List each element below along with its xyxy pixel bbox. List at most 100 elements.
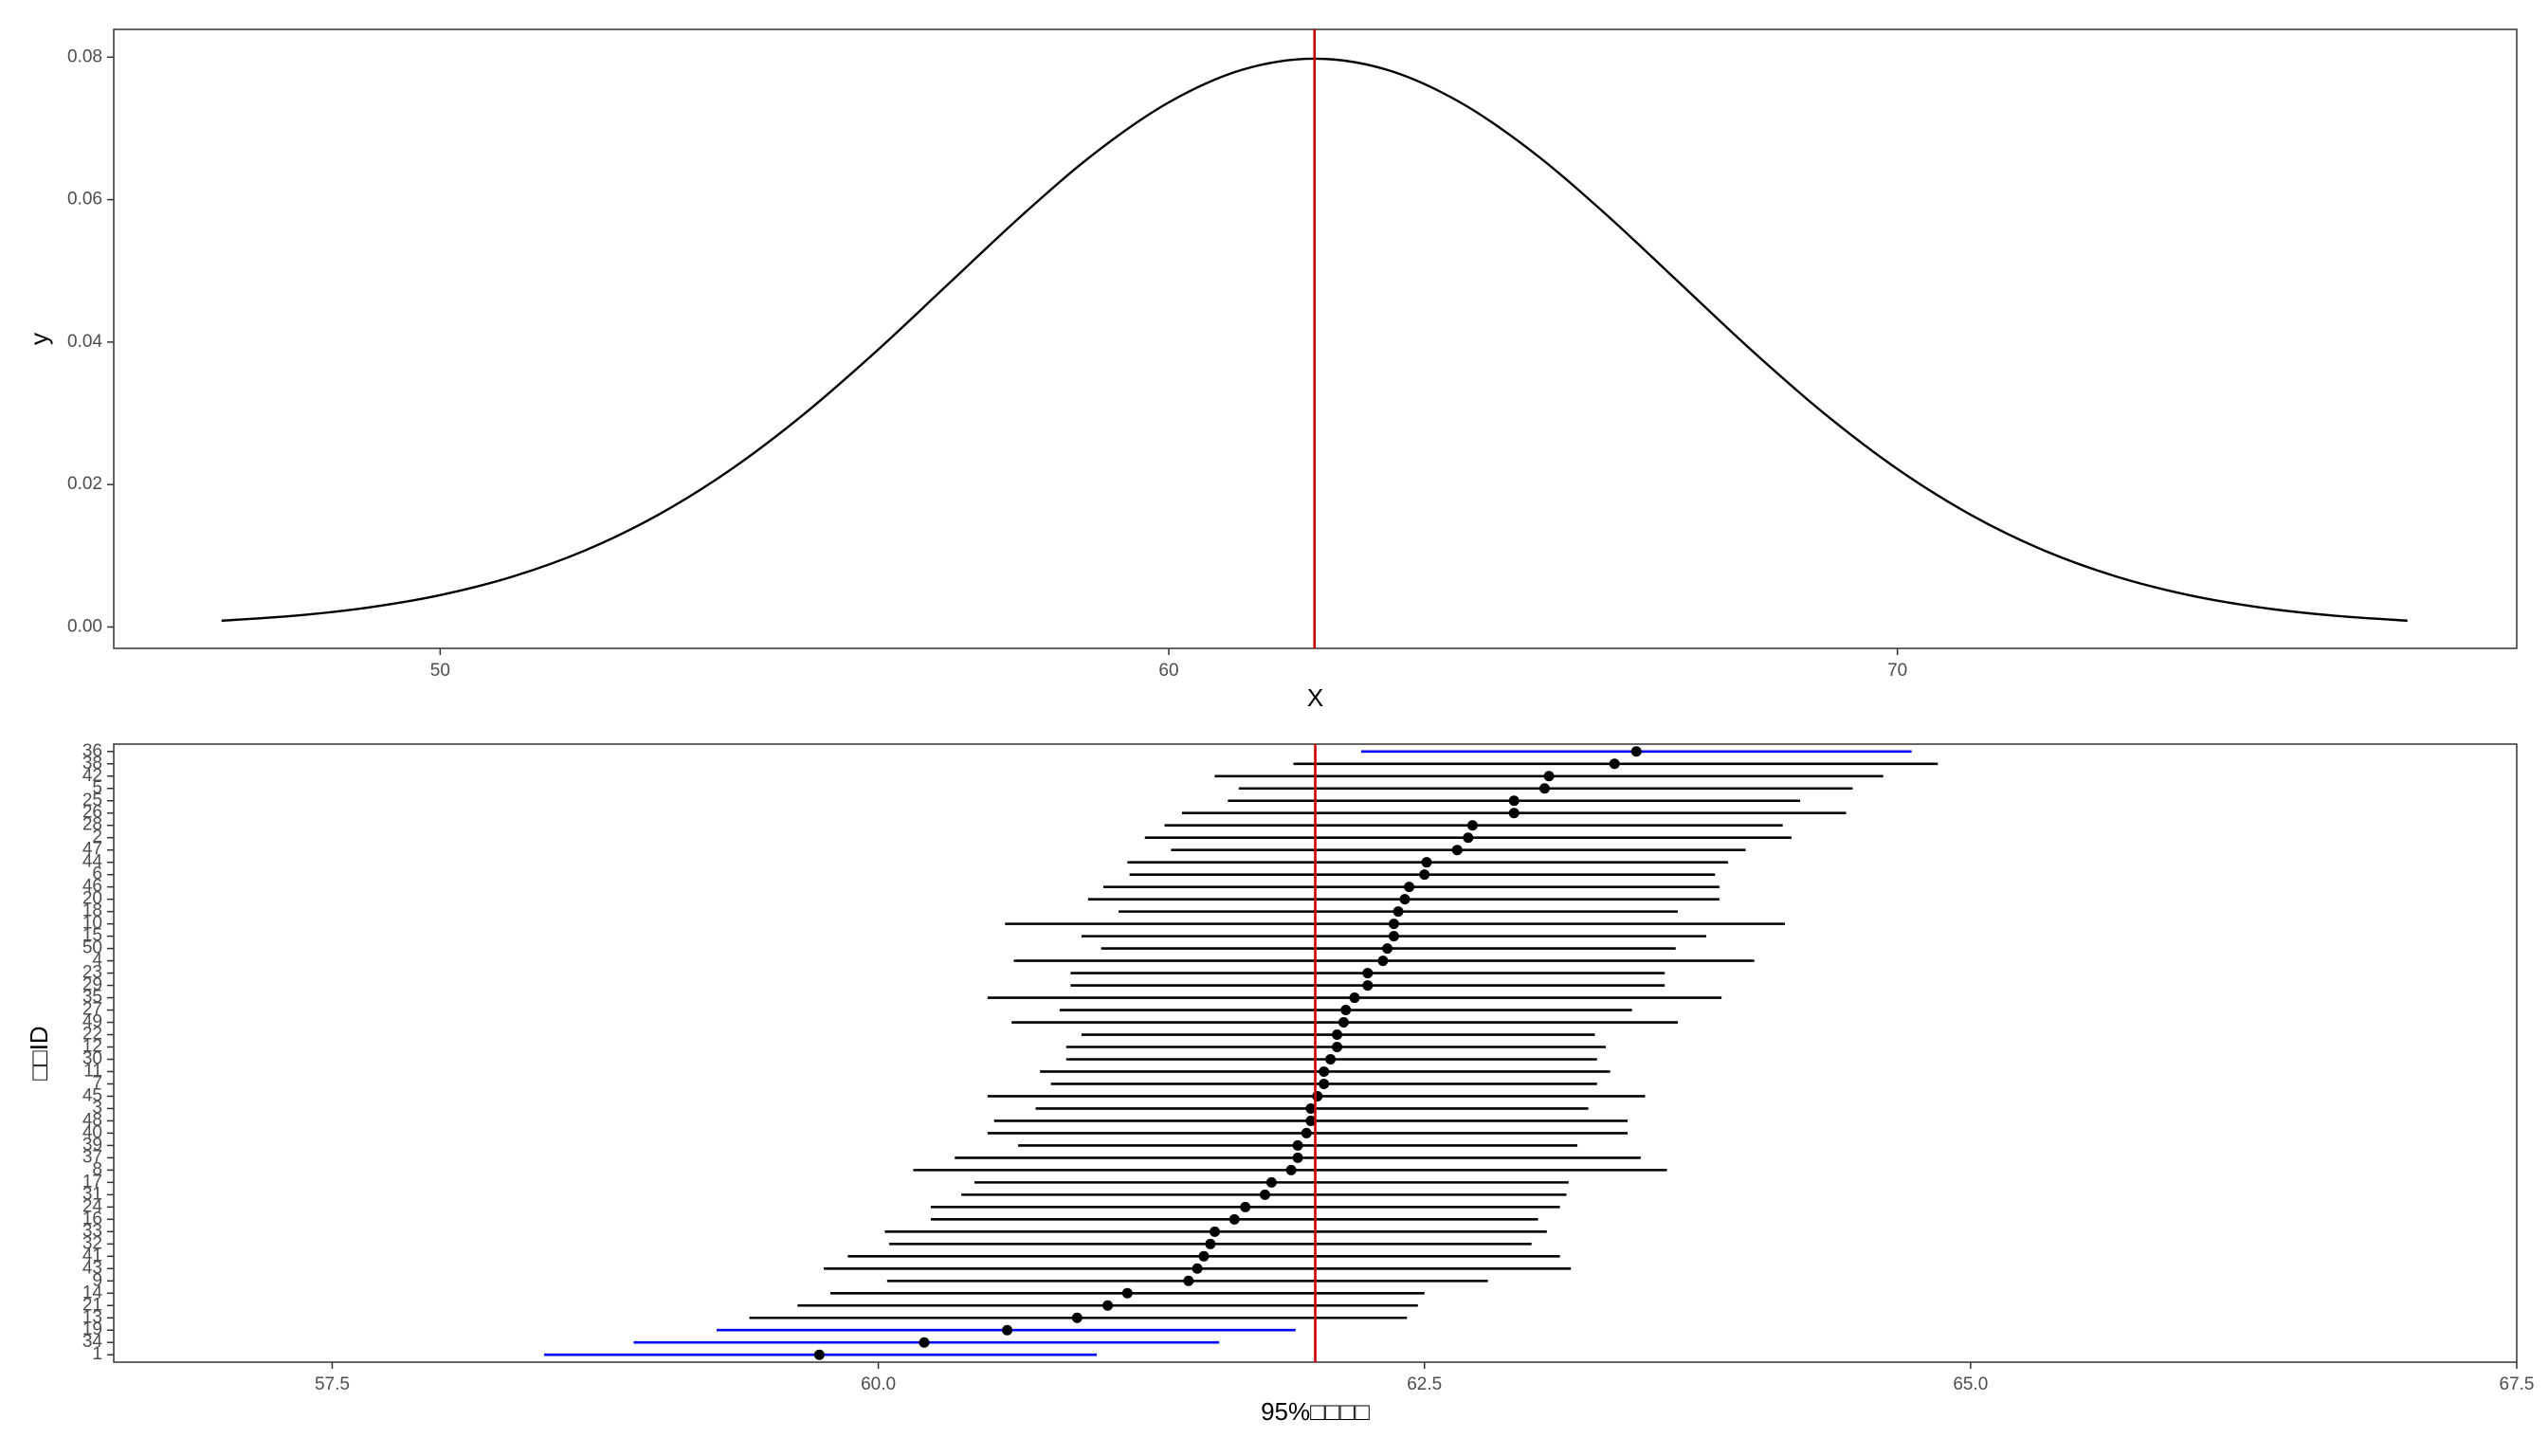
y-tick-label: 40 — [82, 1122, 102, 1142]
mean-point — [1388, 931, 1399, 942]
x-axis-title: X — [1307, 683, 1323, 712]
y-tick-label: 5 — [92, 778, 102, 798]
y-tick-label: 14 — [82, 1283, 103, 1302]
y-tick-label: 31 — [82, 1184, 102, 1204]
mean-point — [1209, 1226, 1220, 1237]
mean-point — [1183, 1275, 1194, 1286]
mean-point — [1198, 1250, 1210, 1262]
y-tick-label: 0.06 — [67, 190, 102, 209]
y-tick-label: 43 — [82, 1258, 102, 1278]
mean-point — [1305, 1115, 1317, 1126]
y-tick-label: 6 — [92, 864, 102, 884]
y-tick-label: 38 — [82, 754, 102, 774]
y-tick-label: 48 — [82, 1110, 102, 1130]
y-tick-label: 39 — [82, 1135, 102, 1155]
mean-point — [1205, 1238, 1216, 1249]
mean-point — [1301, 1127, 1312, 1138]
mean-point — [1451, 845, 1463, 856]
mean-point — [813, 1349, 825, 1360]
y-tick-label: 3 — [92, 1098, 102, 1118]
mean-point — [1228, 1213, 1240, 1225]
y-tick-label: 20 — [82, 889, 102, 909]
mean-point — [1332, 1029, 1343, 1041]
y-tick-label: 28 — [82, 815, 102, 835]
mean-point — [1305, 1102, 1317, 1114]
y-tick-label: 9 — [92, 1270, 102, 1290]
mean-point — [1192, 1263, 1203, 1274]
y-tick-label: 10 — [82, 914, 102, 934]
x-tick-label: 57.5 — [315, 1374, 350, 1394]
y-tick-label: 42 — [82, 766, 102, 786]
x-tick-label: 50 — [430, 661, 450, 681]
mean-point — [1292, 1152, 1303, 1163]
x-axis-title: 95%□□□□ — [1261, 1397, 1370, 1426]
mean-point — [1319, 1065, 1330, 1077]
y-tick-label: 47 — [82, 840, 102, 860]
y-tick-label: 4 — [92, 951, 102, 971]
y-tick-label: 35 — [82, 988, 102, 1008]
mean-point — [1349, 992, 1360, 1004]
y-tick-label: 26 — [82, 803, 102, 823]
y-tick-label: 22 — [82, 1025, 102, 1045]
y-tick-label: 7 — [92, 1073, 102, 1093]
mean-point — [1377, 956, 1389, 967]
y-tick-label: 44 — [82, 852, 103, 872]
y-tick-label: 27 — [82, 1000, 102, 1020]
mean-point — [1421, 857, 1432, 868]
x-tick-label: 62.5 — [1407, 1374, 1442, 1394]
y-tick-label: 15 — [82, 926, 102, 946]
y-tick-label: 11 — [83, 1061, 102, 1081]
y-tick-label: 23 — [82, 963, 102, 983]
mean-point — [1332, 1042, 1343, 1053]
y-tick-label: 0.08 — [67, 46, 102, 66]
mean-point — [1609, 758, 1620, 770]
y-tick-label: 50 — [82, 938, 102, 958]
mean-point — [1259, 1189, 1270, 1200]
mean-point — [1466, 820, 1478, 831]
mean-point — [1399, 894, 1410, 905]
y-tick-label: 33 — [82, 1221, 102, 1241]
y-axis-title: □□ID — [25, 1026, 53, 1080]
mean-point — [1240, 1201, 1251, 1212]
mean-point — [1071, 1312, 1083, 1323]
y-tick-label: 29 — [82, 975, 102, 995]
y-tick-label: 49 — [82, 1012, 102, 1032]
x-tick-label: 60.0 — [861, 1374, 896, 1394]
mean-point — [1002, 1324, 1013, 1336]
y-tick-label: 12 — [82, 1037, 102, 1057]
y-tick-label: 46 — [82, 877, 102, 897]
x-tick-label: 60 — [1158, 661, 1178, 681]
y-tick-label: 45 — [82, 1085, 102, 1105]
mean-point — [1102, 1300, 1114, 1311]
y-tick-label: 30 — [82, 1049, 102, 1069]
y-tick-label: 19 — [82, 1320, 102, 1339]
y-axis-title: y — [25, 333, 53, 345]
y-tick-label: 2 — [92, 828, 102, 847]
mean-point — [1340, 1005, 1352, 1016]
y-tick-label: 18 — [82, 901, 102, 921]
y-tick-label: 37 — [82, 1147, 102, 1167]
mean-point — [1285, 1164, 1297, 1175]
mean-point — [1325, 1053, 1337, 1065]
y-tick-label: 1 — [92, 1344, 102, 1364]
x-tick-label: 65.0 — [1953, 1374, 1988, 1394]
mean-point — [1392, 906, 1404, 918]
mean-point — [1382, 943, 1393, 955]
mean-point — [1292, 1139, 1303, 1151]
mean-point — [1362, 968, 1374, 979]
y-tick-label: 17 — [82, 1172, 102, 1192]
y-tick-label: 13 — [82, 1307, 102, 1327]
y-tick-label: 24 — [82, 1196, 103, 1216]
mean-point — [1362, 980, 1374, 992]
mean-point — [1121, 1287, 1133, 1299]
y-tick-label: 36 — [82, 741, 102, 761]
mean-point — [1463, 832, 1474, 844]
y-tick-label: 41 — [82, 1246, 102, 1265]
mean-point — [919, 1337, 930, 1348]
mean-point — [1319, 1078, 1330, 1089]
mean-point — [1538, 783, 1550, 794]
mean-point — [1404, 882, 1415, 893]
mean-point — [1338, 1017, 1349, 1028]
y-tick-label: 0.00 — [67, 616, 102, 636]
